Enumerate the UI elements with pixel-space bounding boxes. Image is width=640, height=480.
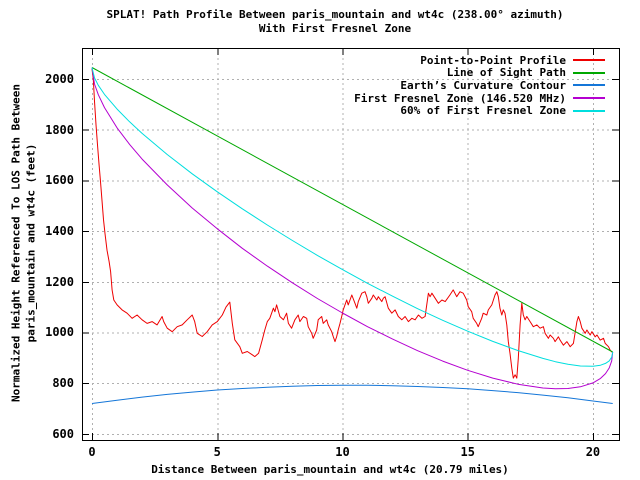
legend-label: Earth’s Curvature Contour xyxy=(400,78,566,92)
legend-label: First Fresnel Zone (146.520 MHz) xyxy=(354,91,566,105)
legend-label: Point-to-Point Profile xyxy=(420,53,566,67)
x-tick-label-15: 15 xyxy=(460,445,475,459)
series-point-to-point-profile xyxy=(91,68,614,379)
y-tick-label-600: 600 xyxy=(52,426,74,441)
y-tick-label-1400: 1400 xyxy=(45,224,74,239)
legend-label: Line of Sight Path xyxy=(446,66,566,80)
y-tick-label-1200: 1200 xyxy=(45,274,74,289)
legend-item: Earth’s Curvature Contour xyxy=(354,79,605,92)
legend-line-swatch xyxy=(573,97,605,100)
legend-label: 60% of First Fresnel Zone xyxy=(400,104,566,118)
legend-line-swatch xyxy=(573,84,605,87)
y-tick-label-1000: 1000 xyxy=(45,325,74,340)
x-tick-label-5: 5 xyxy=(213,445,221,459)
x-tick-label-10: 10 xyxy=(335,445,350,459)
series-line-of-sight-path xyxy=(91,67,613,353)
y-tick-label-1600: 1600 xyxy=(45,173,74,188)
legend-item: 60% of First Fresnel Zone xyxy=(354,104,605,117)
legend: Point-to-Point Profile Line of Sight Path… xyxy=(354,54,605,117)
series-first-fresnel-zone-146-520-mhz xyxy=(91,67,614,390)
legend-item: First Fresnel Zone (146.520 MHz) xyxy=(354,92,605,105)
x-tick-label-20: 20 xyxy=(585,445,601,459)
legend-line-swatch xyxy=(573,109,605,112)
x-tick-label-0: 0 xyxy=(88,445,96,459)
y-tick-label-2000: 2000 xyxy=(45,71,74,86)
legend-line-swatch xyxy=(573,71,605,74)
legend-item: Line of Sight Path xyxy=(354,66,605,80)
x-axis-label: Distance Between paris_mountain and wt4c… xyxy=(151,463,509,476)
y-tick-label-1800: 1800 xyxy=(45,122,74,137)
chart-title-line2: With First Fresnel Zone xyxy=(258,22,412,35)
legend-line-swatch xyxy=(573,59,605,62)
chart-title: SPLAT! Path Profile Between paris_mounta… xyxy=(30,8,640,36)
legend-item: Point-to-Point Profile xyxy=(354,54,605,67)
series-earth-s-curvature-contour xyxy=(91,384,613,404)
y-tick-label-800: 800 xyxy=(52,376,74,391)
chart-title-line1: SPLAT! Path Profile Between paris_mounta… xyxy=(106,8,564,21)
plot-border xyxy=(82,48,620,441)
series-60-of-first-fresnel-zone xyxy=(91,67,614,367)
